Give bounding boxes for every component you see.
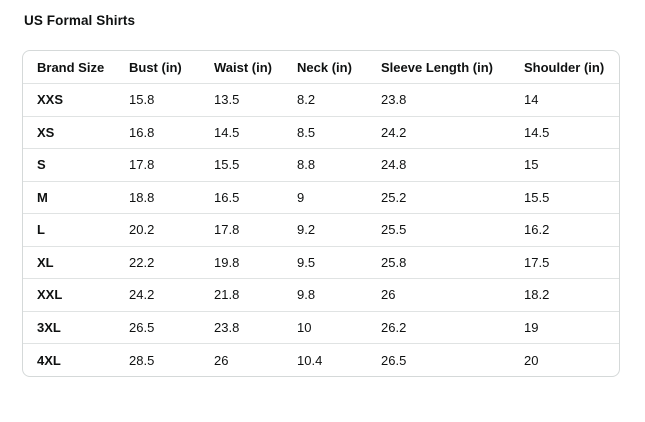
measurement-cell: 15.5 [524,180,619,214]
column-header: Shoulder (in) [524,51,619,84]
measurement-cell: 8.5 [297,115,381,149]
measurement-cell: 24.8 [381,148,524,181]
measurement-cell: 26 [214,343,297,376]
size-label-cell: L [23,213,129,246]
measurement-cell: 25.2 [381,180,524,214]
measurement-cell: 25.5 [381,213,524,246]
measurement-cell: 26 [381,278,524,311]
measurement-cell: 8.2 [297,92,316,108]
measurement-cell: 24.2 [381,115,524,149]
size-label-cell: M [23,180,129,214]
table-row: XS 16.8 14.5 8.5 24.2 14.5 [23,115,619,149]
measurement-cell: 15.8 [129,92,155,108]
measurement-cell: 10.4 [297,343,381,376]
measurement-cell: 9.5 [297,245,381,279]
measurement-cell: 9.2 [297,213,381,246]
measurement-cell: 13.5 [214,92,240,108]
measurement-cell: 20.2 [129,213,214,246]
size-label-cell: XXS [37,92,64,108]
measurement-cell: 18.8 [129,180,214,214]
size-table: Brand Size Bust (in) Waist (in) Neck (in) Sl… [23,51,619,376]
table-row: XXL 24.2 21.8 9.8 26 18.2 [23,278,619,311]
size-label-cell: 4XL [23,343,129,376]
size-label-cell: XXL [23,278,129,311]
measurement-cell: 16.2 [524,213,619,246]
measurement-cell: 16.5 [214,180,297,214]
page-title: US Formal Shirts [24,13,136,28]
size-chart-card: Brand Size Bust (in) Waist (in) Neck (in) Sl… [22,50,620,377]
measurement-cell: 26.5 [129,310,214,344]
measurement-cell: 16.8 [129,115,214,149]
measurement-cell: 15 [524,148,619,181]
table-row: M 18.8 16.5 9 25.2 15.5 [23,180,619,214]
size-label-cell: XL [23,245,129,279]
column-header: Bust (in) [129,51,214,84]
measurement-cell: 14 [524,92,539,108]
measurement-cell: 17.5 [524,245,619,279]
measurement-cell: 14.5 [214,115,297,149]
size-label-cell: S [23,148,129,181]
measurement-cell: 19.8 [214,245,297,279]
measurement-cell: 19 [524,310,619,344]
size-label-cell: XS [23,115,129,149]
column-header: Sleeve Length (in) [381,51,524,84]
table-row: 4XL 28.5 26 10.4 26.5 20 [23,343,619,376]
table-row: S 17.8 15.5 8.8 24.8 15 [23,148,619,181]
measurement-cell: 26.2 [381,310,524,344]
measurement-cell: 8.8 [297,148,381,181]
measurement-cell: 9.8 [297,278,381,311]
measurement-cell: 17.8 [129,148,214,181]
table-row: L 20.2 17.8 9.2 25.5 16.2 [23,213,619,246]
measurement-cell: 23.8 [214,310,297,344]
measurement-cell: 25.8 [381,245,524,279]
measurement-cell: 17.8 [214,213,297,246]
measurement-cell: 10 [297,310,381,344]
size-table-body: XXS 15.8 13.5 8.2 23.8 14 XS 16.8 14.5 8.5 24.2 14.… [23,84,619,376]
measurement-cell: 26.5 [381,343,524,376]
measurement-cell: 28.5 [129,343,214,376]
column-header: Neck (in) [297,51,381,84]
measurement-cell: 21.8 [214,278,297,311]
size-label-cell: 3XL [23,310,129,344]
column-header: Brand Size [23,51,129,84]
measurement-cell: 9 [297,180,381,214]
measurement-cell: 18.2 [524,278,619,311]
table-row: XL 22.2 19.8 9.5 25.8 17.5 [23,245,619,279]
table-header-row: Brand Size Bust (in) Waist (in) Neck (in) Sl… [23,51,619,84]
column-header: Waist (in) [214,51,297,84]
measurement-cell: 20 [524,343,619,376]
table-row: XXS 15.8 13.5 8.2 23.8 14 [23,84,619,117]
measurement-cell: 14.5 [524,115,619,149]
table-row: 3XL 26.5 23.8 10 26.2 19 [23,310,619,344]
measurement-cell: 15.5 [214,148,297,181]
measurement-cell: 24.2 [129,278,214,311]
measurement-cell: 23.8 [381,92,407,108]
measurement-cell: 22.2 [129,245,214,279]
